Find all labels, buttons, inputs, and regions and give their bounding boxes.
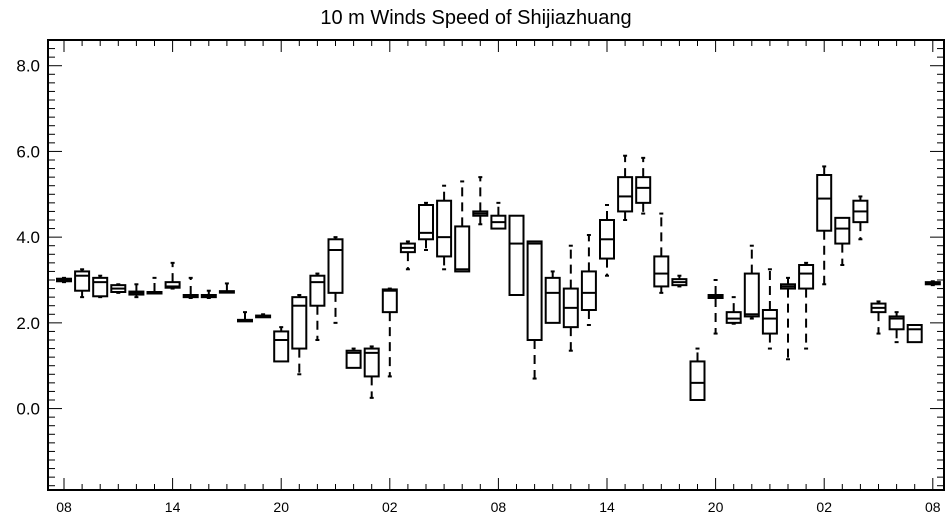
- box-body: [345, 349, 362, 369]
- x-tick-label: 02: [382, 499, 398, 515]
- box-39: [761, 268, 778, 350]
- x-tick-label: 20: [708, 499, 724, 515]
- box-3: [110, 283, 127, 294]
- box-body: [526, 240, 543, 341]
- box-22: [454, 180, 471, 273]
- box-29: [580, 234, 597, 326]
- box-16: [345, 347, 362, 369]
- box-12: [273, 326, 290, 363]
- box-5: [146, 276, 163, 295]
- box-11: [255, 313, 272, 319]
- box-10: [237, 311, 253, 323]
- box-42: [816, 165, 833, 286]
- box-body: [743, 272, 760, 318]
- box-body: [164, 281, 181, 289]
- box-27: [544, 270, 561, 324]
- y-tick-label: 0.0: [16, 400, 40, 419]
- box-1: [74, 268, 91, 299]
- box-body: [74, 270, 91, 292]
- box-43: [834, 216, 851, 266]
- chart-title: 10 m Winds Speed of Shijiazhuang: [320, 7, 631, 29]
- plot-area: [56, 154, 941, 401]
- x-tick-label: 08: [491, 499, 507, 515]
- box-body: [273, 330, 290, 363]
- box-body: [508, 214, 525, 296]
- box-body: [418, 204, 434, 241]
- box-14: [309, 272, 326, 341]
- box-body: [544, 276, 561, 324]
- box-36: [707, 279, 724, 335]
- box-4: [128, 283, 145, 299]
- box-body: [906, 324, 923, 344]
- y-tick-label: 4.0: [16, 228, 40, 247]
- box-40: [780, 276, 796, 361]
- box-body: [327, 238, 344, 294]
- y-tick-label: 6.0: [16, 142, 40, 161]
- x-tick-label: 02: [816, 499, 832, 515]
- box-21: [436, 184, 453, 271]
- box-25: [508, 214, 525, 296]
- x-tick-label: 14: [165, 499, 181, 515]
- box-2: [92, 274, 109, 299]
- box-body: [888, 315, 905, 331]
- box-6: [164, 261, 181, 290]
- box-33: [653, 212, 670, 294]
- box-body: [92, 276, 109, 298]
- box-46: [888, 311, 905, 344]
- box-47: [906, 324, 923, 344]
- box-41: [798, 261, 815, 350]
- box-15: [327, 236, 344, 324]
- y-tick-label: 8.0: [16, 57, 40, 76]
- box-32: [635, 156, 652, 215]
- box-body: [798, 264, 815, 290]
- box-body: [653, 255, 670, 288]
- box-37: [725, 296, 742, 325]
- box-body: [580, 270, 597, 311]
- box-19: [399, 240, 416, 271]
- box-0: [56, 276, 72, 284]
- box-body: [617, 176, 634, 213]
- box-34: [671, 274, 688, 288]
- box-body: [436, 199, 453, 258]
- x-tick-label: 08: [925, 499, 941, 515]
- box-body: [291, 296, 308, 350]
- box-20: [418, 201, 434, 251]
- box-38: [743, 244, 760, 320]
- box-body: [381, 288, 398, 314]
- box-26: [526, 240, 543, 380]
- box-45: [870, 300, 887, 335]
- box-44: [852, 195, 869, 241]
- box-body: [761, 309, 778, 335]
- box-7: [182, 276, 199, 299]
- box-body: [834, 216, 851, 245]
- box-35: [689, 347, 706, 401]
- box-24: [490, 201, 507, 230]
- box-23: [472, 176, 489, 226]
- x-tick-label: 08: [56, 499, 72, 515]
- box-body: [635, 176, 652, 204]
- y-tick-label: 2.0: [16, 314, 40, 333]
- box-28: [562, 244, 579, 352]
- box-17: [363, 345, 380, 399]
- box-9: [218, 282, 235, 294]
- x-tick-label: 14: [599, 499, 615, 515]
- box-13: [291, 294, 308, 376]
- box-body: [816, 174, 833, 232]
- x-tick-label: 20: [273, 499, 289, 515]
- box-8: [200, 289, 217, 299]
- box-body: [454, 225, 471, 273]
- box-body: [689, 360, 706, 401]
- plot-frame: [47, 39, 945, 491]
- box-body: [363, 347, 380, 378]
- axes: 8.0 6.0 4.0 2.0 0.0 08 14 20 02 08 14 20 02 08: [16, 39, 945, 515]
- box-18: [381, 287, 398, 378]
- box-31: [617, 154, 634, 221]
- box-body: [725, 311, 742, 324]
- box-30: [599, 204, 615, 277]
- box-body: [309, 274, 326, 307]
- box-48: [924, 280, 941, 287]
